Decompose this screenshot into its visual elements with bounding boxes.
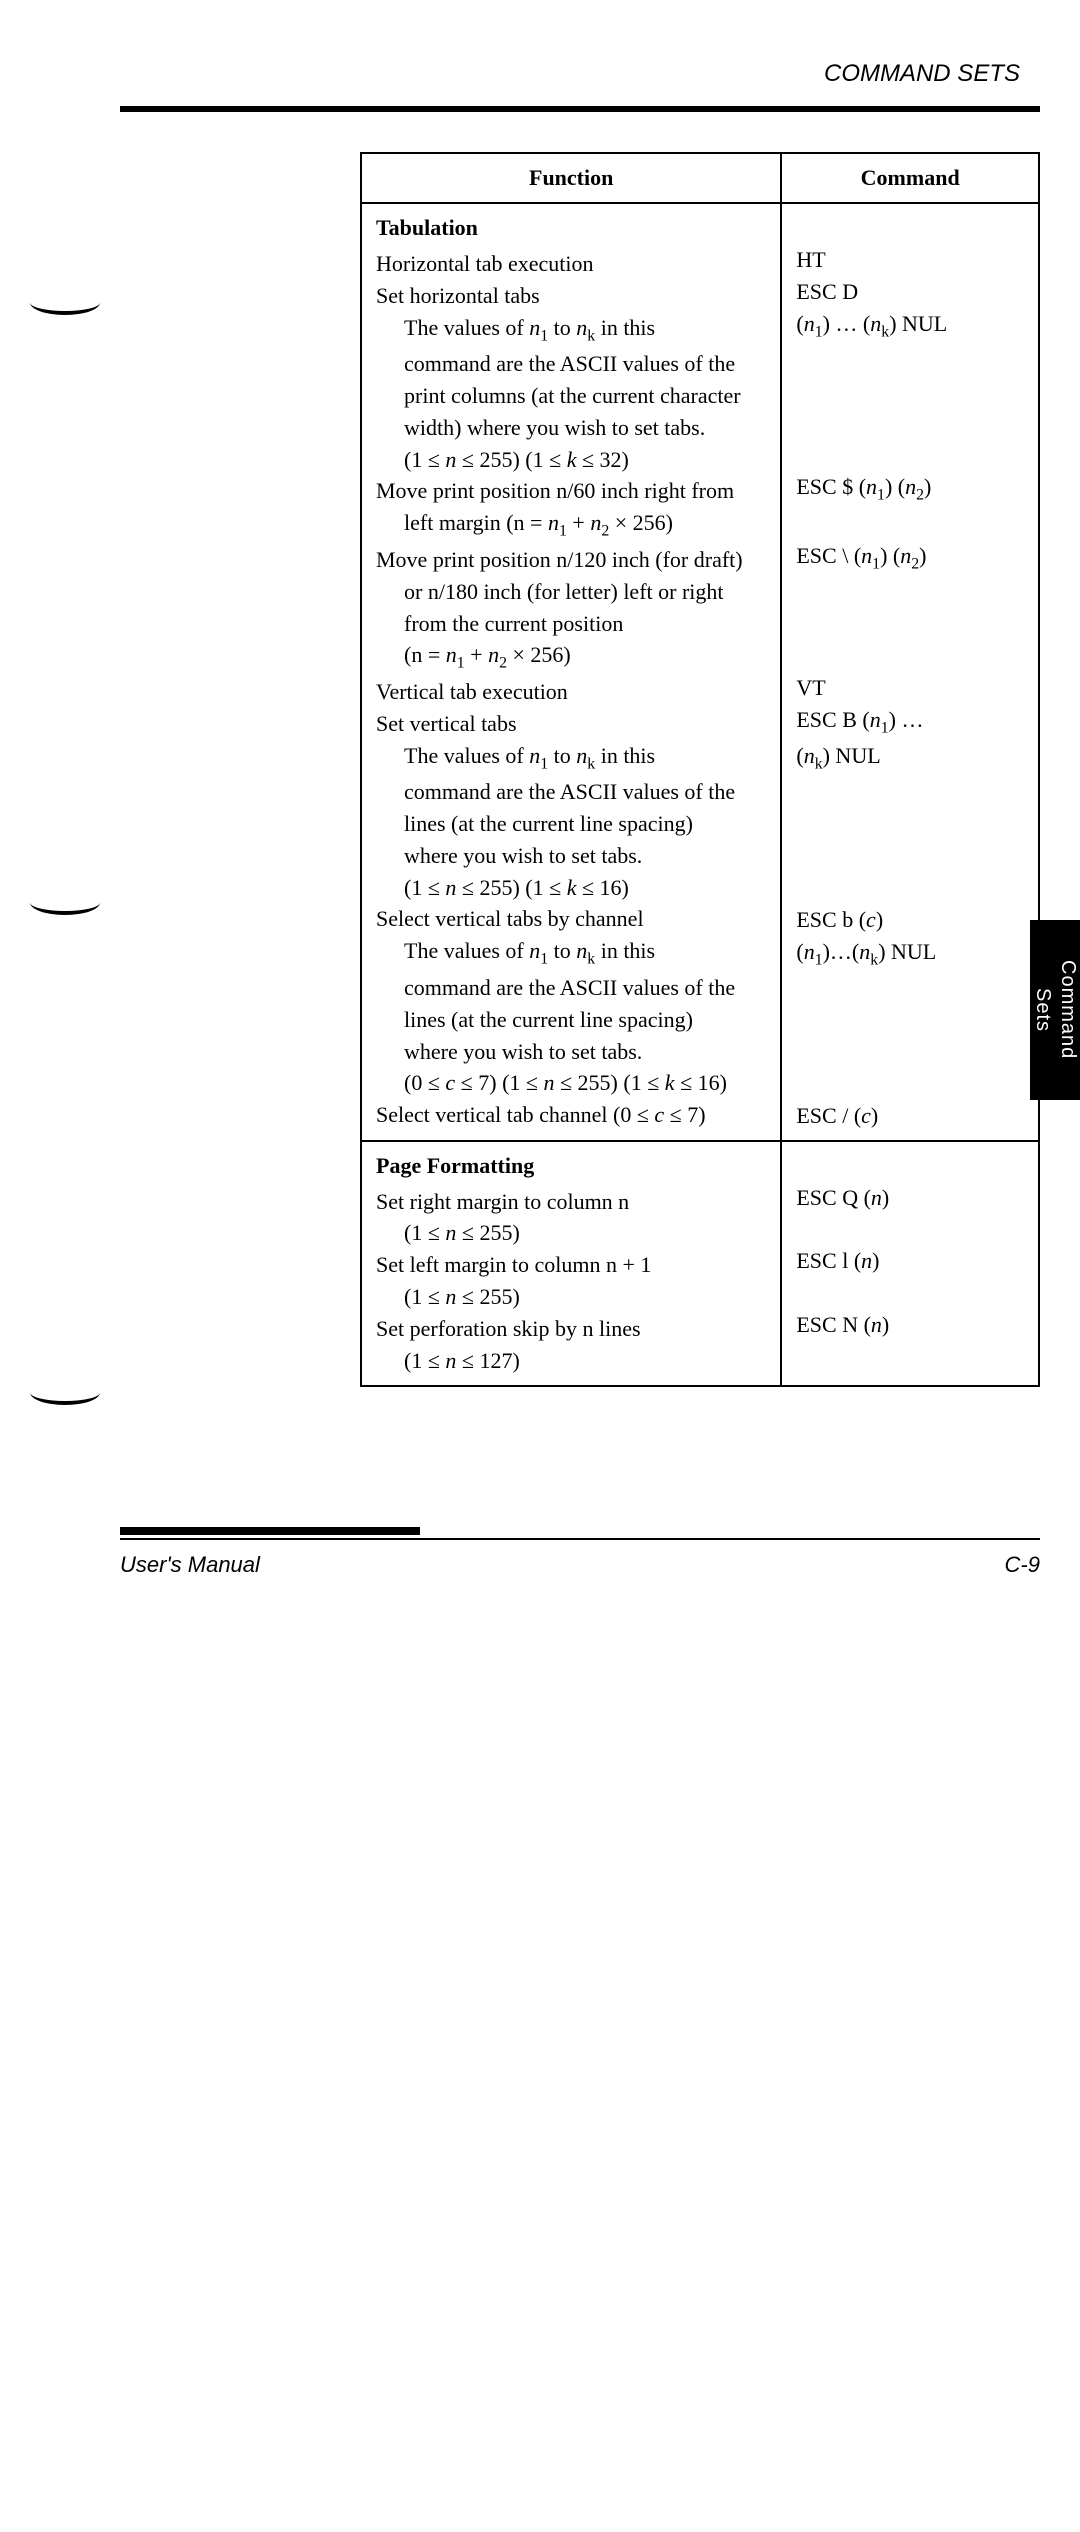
func-move-n60: Move print position n/60 inch right from [376, 475, 766, 507]
side-tab-command-sets: Command Sets [1030, 920, 1080, 1100]
cmd-escl: ESC l (n) [796, 1245, 1024, 1277]
cmd-esc-dollar: ESC $ (n1) (n2) [796, 471, 1024, 507]
cmd-escb: ESC B (n1) … [796, 704, 1024, 740]
func-detail: The values of n1 to nk in this [376, 740, 766, 776]
func-detail: print columns (at the current character [376, 380, 766, 412]
cmd-escb-lc: ESC b (c) [796, 904, 1024, 936]
table-row: Page Formatting Set right margin to colu… [361, 1141, 1039, 1386]
func-detail: from the current position [376, 608, 766, 640]
col-header-command: Command [781, 153, 1039, 203]
cmd-escd: ESC D [796, 276, 1024, 308]
func-right-margin: Set right margin to column n [376, 1186, 766, 1218]
page-footer: User's Manual C-9 [120, 1527, 1040, 1578]
func-detail: where you wish to set tabs. [376, 1036, 766, 1068]
cmd-escb-lc-cont: (n1)…(nk) NUL [796, 936, 1024, 972]
func-detail: where you wish to set tabs. [376, 840, 766, 872]
cmd-escq: ESC Q (n) [796, 1182, 1024, 1214]
command-table-wrap: Function Command Tabulation Horizontal t… [360, 152, 1040, 1387]
binder-mark [30, 1380, 100, 1405]
func-detail: The values of n1 to nk in this [376, 935, 766, 971]
page-header-title: COMMAND SETS [120, 60, 1040, 88]
cmd-esc-backslash: ESC \ (n1) (n2) [796, 540, 1024, 576]
cmd-escb-cont: (nk) NUL [796, 740, 1024, 776]
command-table: Function Command Tabulation Horizontal t… [360, 152, 1040, 1387]
func-detail: left margin (n = n1 + n2 × 256) [376, 507, 766, 543]
section-title-page-format: Page Formatting [376, 1150, 766, 1182]
cmd-escn: ESC N (n) [796, 1309, 1024, 1341]
cmd-ht: HT [796, 244, 1024, 276]
func-left-margin: Set left margin to column n + 1 [376, 1249, 766, 1281]
func-detail: command are the ASCII values of the [376, 348, 766, 380]
func-detail: (1 ≤ n ≤ 255) (1 ≤ k ≤ 16) [376, 872, 766, 904]
func-move-n120: Move print position n/120 inch (for draf… [376, 544, 766, 576]
cmd-esc-slash: ESC / (c) [796, 1100, 1024, 1132]
func-set-htabs: Set horizontal tabs [376, 280, 766, 312]
table-row: Tabulation Horizontal tab execution Set … [361, 203, 1039, 1141]
func-detail: command are the ASCII values of the [376, 972, 766, 1004]
func-detail: width) where you wish to set tabs. [376, 412, 766, 444]
func-select-vtabs-chan: Select vertical tabs by channel [376, 903, 766, 935]
binder-mark [30, 290, 100, 315]
footer-rule-thick [120, 1527, 420, 1535]
func-detail: or n/180 inch (for letter) left or right [376, 576, 766, 608]
func-perf-skip: Set perforation skip by n lines [376, 1313, 766, 1345]
func-detail: The values of n1 to nk in this [376, 312, 766, 348]
func-set-vtabs: Set vertical tabs [376, 708, 766, 740]
footer-page-number: C-9 [1005, 1552, 1040, 1578]
col-header-function: Function [361, 153, 781, 203]
func-detail: (1 ≤ n ≤ 255) [376, 1281, 766, 1313]
header-rule [120, 106, 1040, 112]
footer-left: User's Manual [120, 1552, 260, 1578]
func-select-vtab-channel: Select vertical tab channel (0 ≤ c ≤ 7) [376, 1099, 766, 1131]
func-detail: (1 ≤ n ≤ 255) (1 ≤ k ≤ 32) [376, 444, 766, 476]
func-ht: Horizontal tab execution [376, 248, 766, 280]
section-title-tabulation: Tabulation [376, 212, 766, 244]
func-detail: (1 ≤ n ≤ 127) [376, 1345, 766, 1377]
func-detail: command are the ASCII values of the [376, 776, 766, 808]
func-detail: (1 ≤ n ≤ 255) [376, 1217, 766, 1249]
func-detail: lines (at the current line spacing) [376, 1004, 766, 1036]
func-detail: (n = n1 + n2 × 256) [376, 639, 766, 675]
func-vt: Vertical tab execution [376, 676, 766, 708]
binder-mark [30, 890, 100, 915]
footer-rule-thin [120, 1538, 1040, 1540]
cmd-escd-params: (n1) … (nk) NUL [796, 308, 1024, 344]
func-detail: (0 ≤ c ≤ 7) (1 ≤ n ≤ 255) (1 ≤ k ≤ 16) [376, 1067, 766, 1099]
cmd-vt: VT [796, 672, 1024, 704]
func-detail: lines (at the current line spacing) [376, 808, 766, 840]
